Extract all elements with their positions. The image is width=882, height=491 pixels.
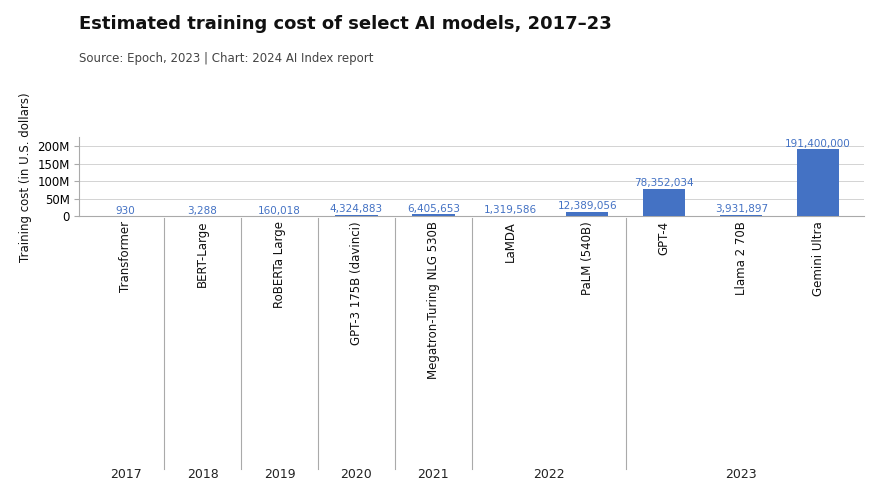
Text: 2021: 2021 [417, 468, 449, 481]
Text: RoBERTa Large: RoBERTa Large [273, 221, 286, 308]
Text: 2019: 2019 [264, 468, 295, 481]
Text: 2018: 2018 [187, 468, 219, 481]
Text: 2020: 2020 [340, 468, 372, 481]
Text: Transformer: Transformer [119, 221, 132, 292]
Text: Megatron-Turing NLG 530B: Megatron-Turing NLG 530B [427, 221, 440, 379]
Text: Source: Epoch, 2023 | Chart: 2024 AI Index report: Source: Epoch, 2023 | Chart: 2024 AI Ind… [79, 52, 374, 64]
Text: 2023: 2023 [725, 468, 757, 481]
Text: 12,389,056: 12,389,056 [557, 201, 617, 212]
Text: 4,324,883: 4,324,883 [330, 204, 383, 214]
Bar [720, 215, 762, 216]
Bar [643, 189, 685, 216]
Text: 191,400,000: 191,400,000 [785, 139, 851, 149]
Text: 3,288: 3,288 [188, 206, 218, 216]
Text: 930: 930 [116, 206, 136, 216]
Bar [566, 212, 609, 216]
Text: BERT-Large: BERT-Large [196, 221, 209, 287]
Bar [335, 215, 377, 216]
Text: Estimated training cost of select AI models, 2017–23: Estimated training cost of select AI mod… [79, 15, 612, 33]
Bar [797, 149, 840, 216]
Text: Gemini Ultra: Gemini Ultra [811, 221, 825, 296]
Text: 1,319,586: 1,319,586 [484, 205, 537, 216]
Text: 3,931,897: 3,931,897 [714, 204, 768, 215]
Y-axis label: Training cost (in U.S. dollars): Training cost (in U.S. dollars) [19, 92, 32, 262]
Text: GPT-4: GPT-4 [658, 221, 671, 255]
Text: Llama 2 70B: Llama 2 70B [735, 221, 748, 295]
Text: LaMDA: LaMDA [504, 221, 517, 262]
Text: PaLM (540B): PaLM (540B) [581, 221, 594, 295]
Text: 78,352,034: 78,352,034 [634, 178, 694, 189]
Text: 2017: 2017 [109, 468, 141, 481]
Text: 2022: 2022 [533, 468, 564, 481]
Text: GPT-3 175B (davinci): GPT-3 175B (davinci) [350, 221, 363, 345]
Text: 160,018: 160,018 [258, 206, 301, 216]
Text: 6,405,653: 6,405,653 [407, 204, 460, 214]
Bar [412, 214, 454, 216]
